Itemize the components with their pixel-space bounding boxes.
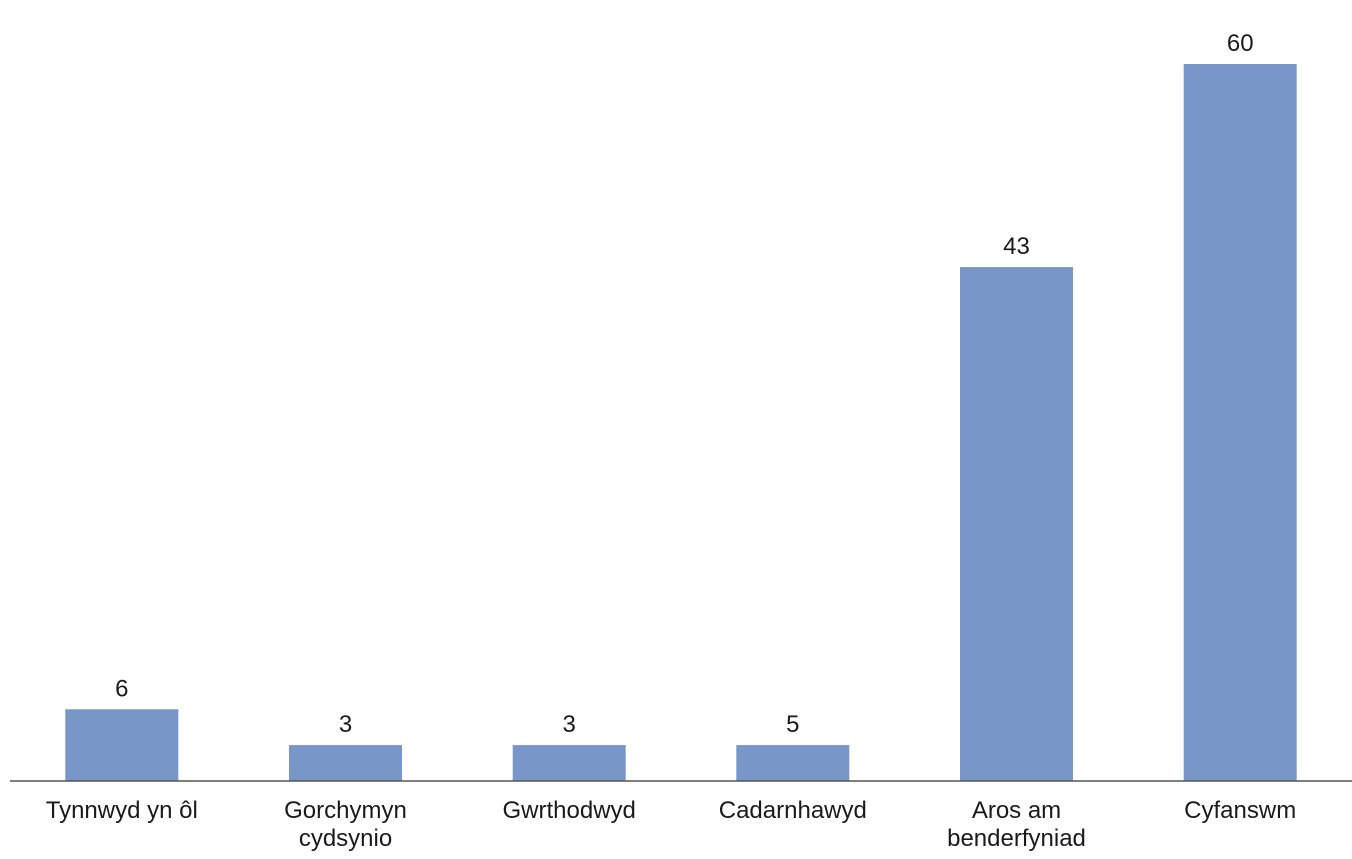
x-tick-label-line: cydsynio — [299, 825, 392, 852]
x-tick-label-line: Gwrthodwyd — [503, 797, 636, 824]
x-tick-label-2: Gorchymyn cydsynio — [284, 797, 407, 852]
x-tick-label-line: Gorchymyn — [284, 797, 407, 824]
x-tick-label-4: Cadarnhawyd — [719, 797, 867, 824]
data-label-6: 60 — [1227, 30, 1254, 57]
x-tick-label-line: benderfyniad — [947, 825, 1086, 852]
bars-group — [65, 64, 1297, 782]
x-tick-label-3: Gwrthodwyd — [503, 797, 636, 824]
x-tick-label-1: Tynnwyd yn ôl — [46, 797, 198, 824]
x-tick-label-line: Aros am — [972, 797, 1061, 824]
bar-1 — [65, 709, 179, 781]
bar-6 — [1183, 64, 1297, 781]
x-tick-label-line: Cadarnhawyd — [719, 797, 867, 824]
bar-3 — [512, 745, 626, 781]
data-label-5: 43 — [1003, 233, 1030, 260]
x-tick-label-line: Cyfanswm — [1184, 797, 1296, 824]
data-label-4: 5 — [786, 711, 799, 738]
bar-2 — [289, 745, 402, 781]
data-label-3: 3 — [563, 711, 576, 738]
x-tick-labels-group: Tynnwyd yn ôl Gorchymyn cydsynio Gwrthodwyd… — [46, 797, 1296, 852]
bar-4 — [736, 745, 850, 781]
x-tick-label-6: Cyfanswm — [1184, 797, 1296, 824]
x-tick-label-line: Tynnwyd yn ôl — [46, 797, 198, 824]
data-labels-group: 6 3 3 5 43 60 — [115, 30, 1253, 738]
data-label-1: 6 — [115, 675, 128, 702]
data-label-2: 3 — [339, 711, 352, 738]
x-tick-label-5: Aros am benderfyniad — [947, 797, 1086, 852]
bar-5 — [960, 267, 1073, 782]
